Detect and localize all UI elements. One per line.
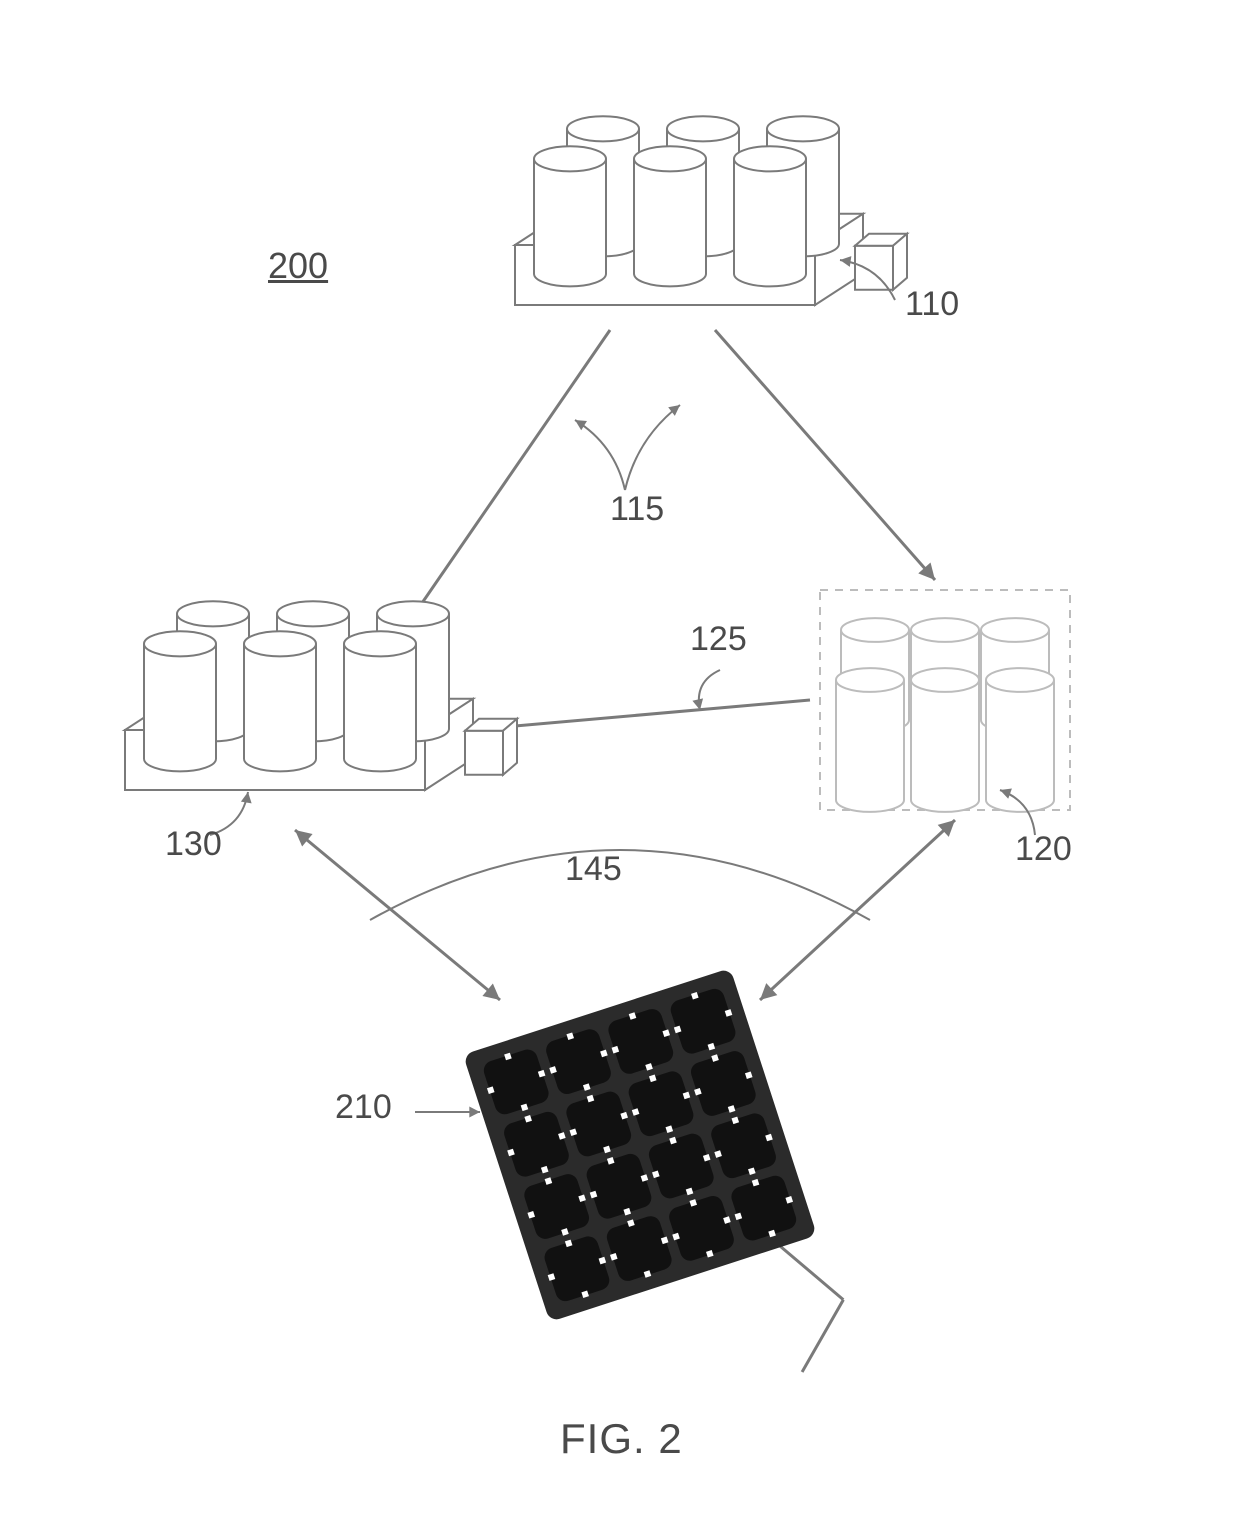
ref-125: 125 <box>690 620 747 659</box>
ref-130: 130 <box>165 825 222 864</box>
figure-number: 200 <box>268 245 328 287</box>
diagram-svg <box>0 0 1240 1515</box>
figure-canvas: 200 110 115 125 130 120 145 210 FIG. 2 <box>0 0 1240 1515</box>
ref-120: 120 <box>1015 830 1072 869</box>
ref-110: 110 <box>905 285 959 324</box>
ref-115: 115 <box>610 490 664 529</box>
figure-caption: FIG. 2 <box>560 1415 683 1463</box>
ref-210: 210 <box>335 1088 392 1127</box>
ref-145: 145 <box>565 850 622 889</box>
